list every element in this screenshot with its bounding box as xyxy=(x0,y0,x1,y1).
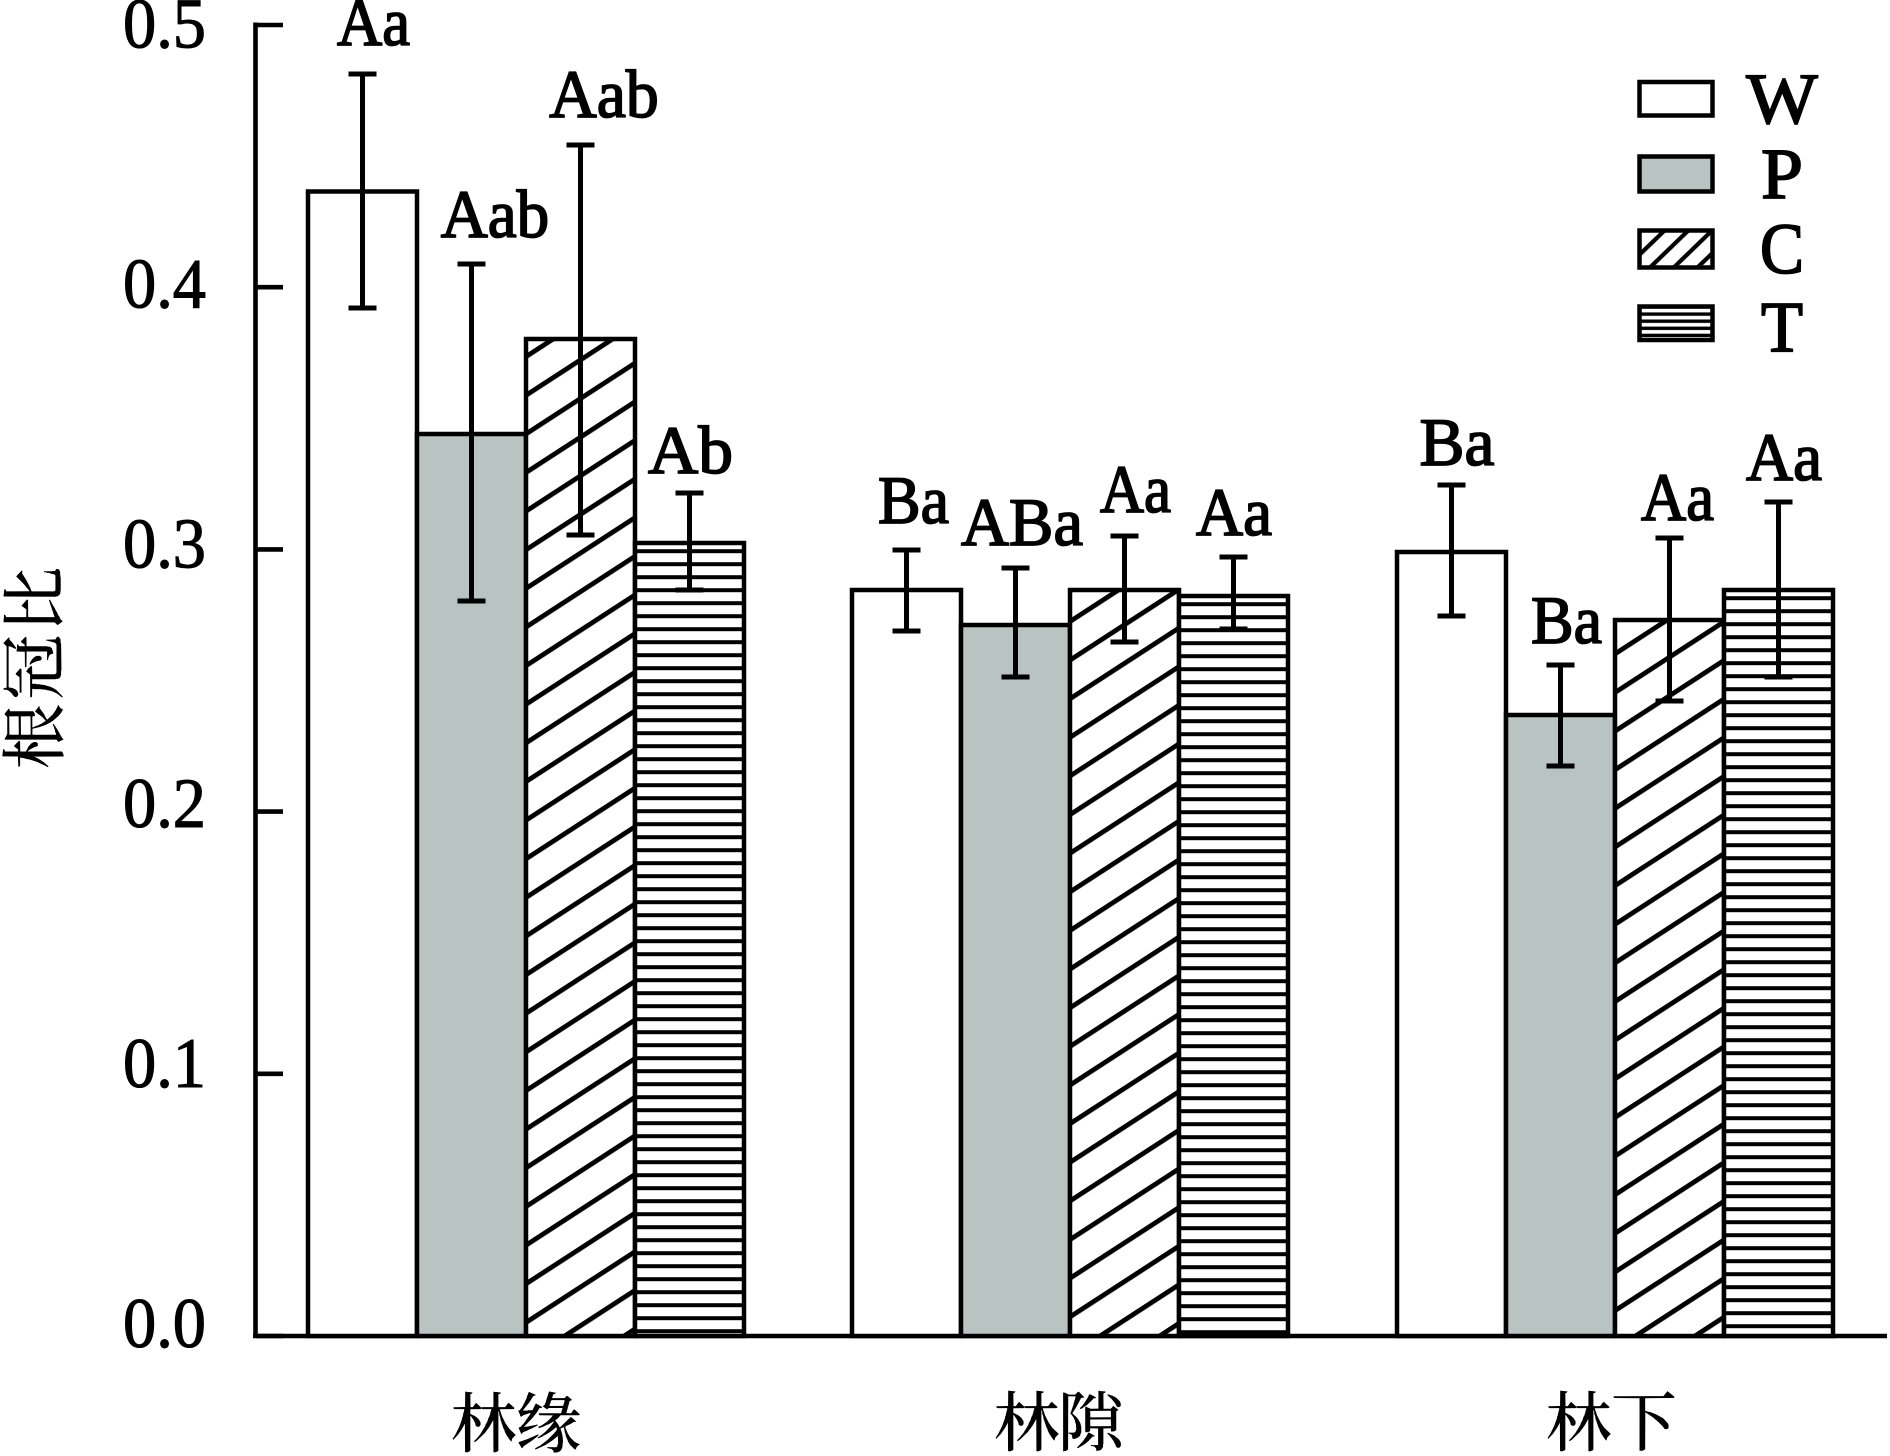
svg-text:0.1: 0.1 xyxy=(123,1025,206,1103)
svg-text:Aa: Aa xyxy=(1641,459,1714,535)
svg-text:Aab: Aab xyxy=(549,56,659,132)
svg-text:W: W xyxy=(1746,59,1818,139)
svg-text:Ba: Ba xyxy=(1531,582,1602,658)
svg-text:T: T xyxy=(1761,287,1803,367)
svg-text:0.3: 0.3 xyxy=(123,505,206,583)
svg-text:Ba: Ba xyxy=(1420,404,1495,480)
svg-text:Aa: Aa xyxy=(337,0,410,60)
svg-text:Ab: Ab xyxy=(648,412,733,488)
svg-text:0.2: 0.2 xyxy=(123,765,206,843)
svg-text:0.0: 0.0 xyxy=(123,1285,206,1363)
svg-text:P: P xyxy=(1761,134,1803,214)
svg-text:Ba: Ba xyxy=(878,462,949,538)
svg-text:C: C xyxy=(1760,209,1804,289)
svg-text:0.5: 0.5 xyxy=(123,0,206,64)
svg-text:Aa: Aa xyxy=(1746,419,1822,495)
svg-text:Aa: Aa xyxy=(1100,451,1171,527)
svg-text:Aa: Aa xyxy=(1196,474,1272,550)
svg-text:ABa: ABa xyxy=(961,484,1083,560)
svg-text:Aab: Aab xyxy=(441,176,550,252)
svg-text:0.4: 0.4 xyxy=(123,245,206,323)
